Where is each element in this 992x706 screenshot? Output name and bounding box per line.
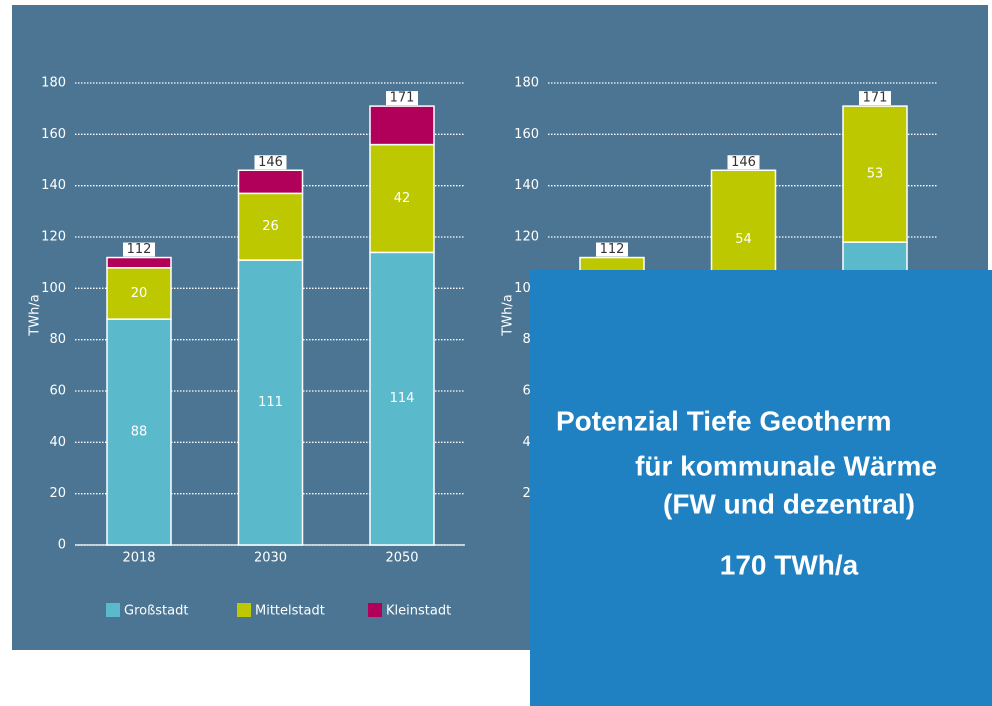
callout-line: 170 TWh/a — [720, 549, 859, 580]
legend-label: Kleinstadt — [386, 604, 451, 619]
y-axis-label: TWh/a — [501, 294, 516, 336]
value-label: 114 — [390, 391, 415, 406]
bar-segment — [106, 318, 172, 546]
total-label: 146 — [731, 155, 756, 170]
y-tick-label: 180 — [514, 76, 539, 91]
y-tick-label: 80 — [49, 332, 66, 347]
bar-segment — [106, 256, 172, 269]
total-label: 171 — [390, 91, 415, 106]
bar-segment — [106, 267, 172, 320]
value-label: 26 — [262, 219, 279, 234]
value-label: 88 — [131, 425, 148, 440]
value-label: 111 — [258, 395, 283, 410]
value-label: 54 — [735, 232, 752, 247]
total-box — [727, 155, 760, 170]
legend-label: Großstadt — [124, 604, 188, 619]
callout-line: für kommunale Wärme — [635, 450, 937, 481]
value-label: 53 — [867, 167, 884, 182]
x-tick-label: 2018 — [122, 551, 155, 566]
y-tick-label: 160 — [514, 127, 539, 142]
bar-segment — [369, 105, 435, 146]
y-tick-label: 140 — [514, 178, 539, 193]
legend-label: Mittelstadt — [255, 604, 325, 619]
value-label: 20 — [131, 286, 148, 301]
total-label: 146 — [258, 155, 283, 170]
bar-segment — [842, 105, 908, 243]
total-label: 171 — [863, 91, 888, 106]
y-axis-label: TWh/a — [28, 294, 43, 336]
y-tick-label: 180 — [41, 76, 66, 91]
legend-swatch — [237, 603, 251, 617]
x-tick-label: 2030 — [254, 551, 287, 566]
x-tick-label: 2050 — [385, 551, 418, 566]
bar-segment — [237, 169, 304, 195]
y-tick-label: 120 — [41, 230, 66, 245]
y-tick-label: 20 — [49, 486, 66, 501]
legend-swatch — [106, 603, 120, 617]
y-tick-label: 0 — [58, 538, 66, 553]
y-tick-label: 100 — [41, 281, 66, 296]
total-box — [123, 242, 155, 257]
total-box — [596, 242, 628, 257]
total-box — [254, 155, 287, 170]
y-tick-label: 40 — [49, 435, 66, 450]
y-tick-label: 60 — [49, 384, 66, 399]
total-label: 112 — [127, 242, 152, 257]
y-tick-label: 120 — [514, 230, 539, 245]
callout-box — [530, 270, 992, 706]
callout-line: Potenzial Tiefe Geotherm — [556, 405, 892, 436]
y-tick-label: 140 — [41, 178, 66, 193]
callout-line: (FW und dezentral) — [663, 488, 915, 519]
legend-swatch — [368, 603, 382, 617]
callout: Potenzial Tiefe Geotherm für kommunale W… — [530, 270, 992, 706]
bar-segment — [237, 259, 304, 546]
value-label: 42 — [394, 191, 411, 206]
y-tick-label: 160 — [41, 127, 66, 142]
total-box — [859, 91, 891, 106]
total-box — [386, 91, 418, 106]
bar-segment — [369, 143, 435, 254]
total-label: 112 — [600, 242, 625, 257]
